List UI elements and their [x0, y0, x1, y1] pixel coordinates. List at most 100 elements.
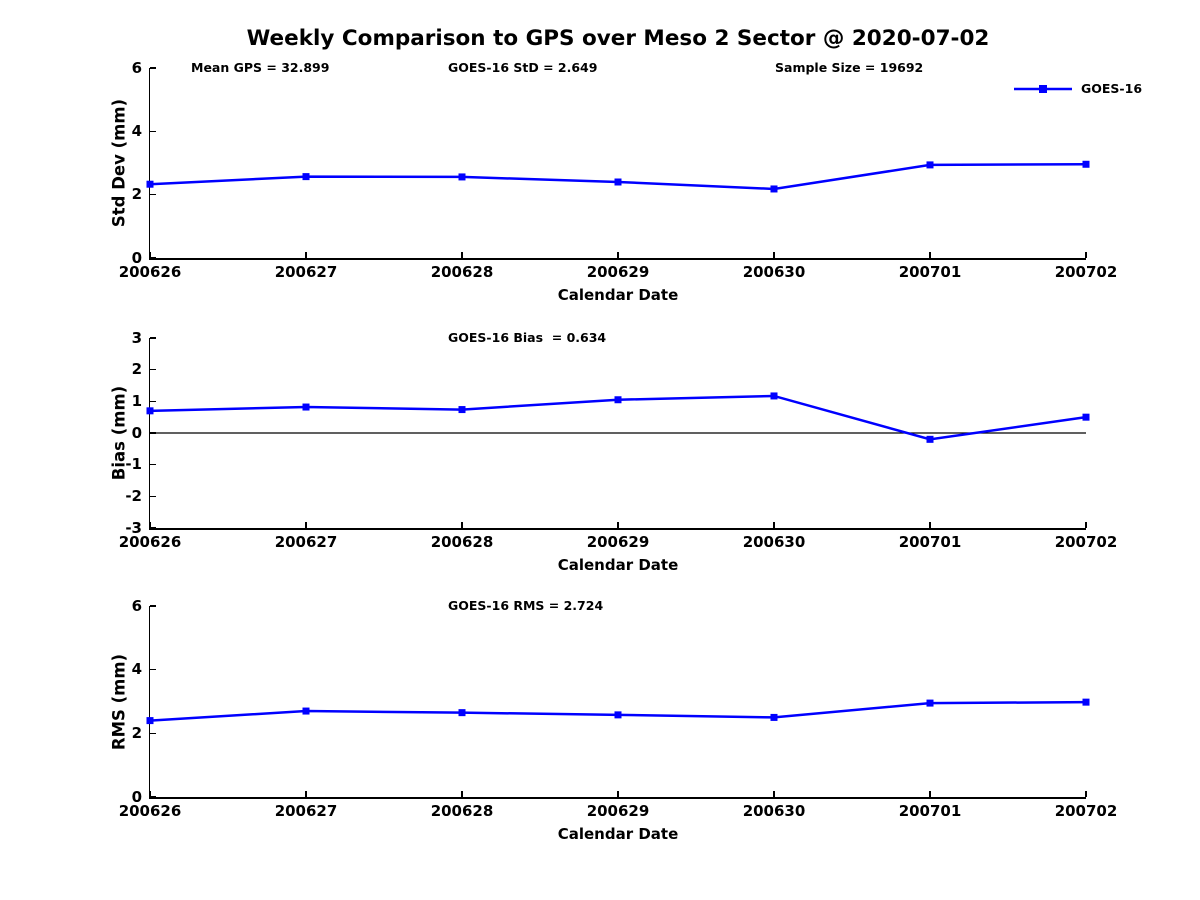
data-point-bias-200701 [926, 435, 934, 443]
y-tick-label-bias: -1 [125, 455, 142, 474]
data-point-bias-200629 [614, 396, 622, 404]
data-point-rms-200701 [926, 699, 934, 707]
x-tick-label-rms: 200702 [1054, 802, 1118, 820]
x-axis-title-rms: Calendar Date [557, 825, 679, 843]
x-tick-rms [929, 791, 931, 797]
y-axis-title-std-dev: Std Dev (mm) [109, 98, 129, 228]
x-tick-std-dev [461, 252, 463, 258]
x-tick-label-rms: 200626 [118, 802, 182, 820]
y-tick-rms [150, 732, 156, 735]
x-tick-label-std-dev: 200626 [118, 263, 182, 281]
x-tick-rms [1085, 791, 1087, 797]
x-tick-std-dev [773, 252, 775, 258]
y-tick-bias [150, 495, 156, 498]
x-tick-bias [1085, 522, 1087, 528]
y-tick-label-std-dev: 0 [131, 248, 142, 267]
data-point-bias-200630 [770, 392, 778, 400]
data-point-bias-200628 [458, 406, 466, 414]
data-point-bias-200702 [1082, 413, 1090, 421]
x-tick-label-bias: 200702 [1054, 533, 1118, 551]
x-tick-label-rms: 200701 [898, 802, 962, 820]
y-tick-rms [150, 796, 156, 798]
y-tick-std-dev [150, 130, 156, 133]
x-tick-label-bias: 200630 [742, 533, 806, 551]
y-tick-bias [150, 368, 156, 371]
x-tick-rms [773, 791, 775, 797]
plot-area-bias [146, 392, 1090, 443]
y-tick-label-rms: 4 [131, 660, 142, 679]
data-point-bias-200626 [146, 407, 154, 415]
x-tick-rms [305, 791, 307, 797]
y-axis-spine-rms [148, 606, 150, 797]
x-tick-label-std-dev: 200629 [586, 263, 650, 281]
plot-area-std-dev [146, 160, 1090, 193]
x-tick-label-rms: 200629 [586, 802, 650, 820]
y-tick-bias [150, 463, 156, 466]
x-tick-bias [617, 522, 619, 528]
y-tick-bias [150, 337, 156, 339]
data-point-std-dev-200627 [302, 173, 310, 181]
x-tick-rms [461, 791, 463, 797]
x-tick-bias [929, 522, 931, 528]
x-axis-spine-rms [148, 797, 1086, 799]
y-axis-title-bias: Bias (mm) [109, 385, 129, 481]
annotation-goes16-rms: GOES-16 RMS = 2.724 [448, 598, 604, 613]
y-axis-title-rms: RMS (mm) [109, 653, 129, 750]
x-tick-label-bias: 200626 [118, 533, 182, 551]
y-tick-label-bias: 0 [131, 423, 142, 442]
data-point-rms-200702 [1082, 698, 1090, 706]
x-tick-label-bias: 200629 [586, 533, 650, 551]
y-tick-label-bias: 3 [131, 328, 142, 347]
x-tick-std-dev [305, 252, 307, 258]
y-tick-std-dev [150, 193, 156, 196]
annotation-goes16-std: GOES-16 StD = 2.649 [448, 60, 598, 75]
x-axis-title-bias: Calendar Date [557, 556, 679, 574]
x-tick-std-dev [617, 252, 619, 258]
x-tick-std-dev [929, 252, 931, 258]
x-axis-title-std-dev: Calendar Date [557, 286, 679, 304]
y-tick-bias [150, 400, 156, 403]
legend-square-marker-icon [1039, 84, 1047, 93]
x-tick-std-dev [149, 252, 151, 258]
annotation-sample-size: Sample Size = 19692 [775, 60, 924, 75]
y-tick-label-bias: -2 [125, 486, 142, 505]
y-tick-std-dev [150, 257, 156, 259]
y-tick-label-bias: 2 [131, 360, 142, 379]
x-tick-bias [461, 522, 463, 528]
annotation-goes16-bias: GOES-16 Bias = 0.634 [448, 330, 607, 345]
x-tick-label-std-dev: 200630 [742, 263, 806, 281]
y-tick-label-rms: 6 [131, 596, 142, 615]
data-point-std-dev-200626 [146, 180, 154, 188]
data-point-std-dev-200701 [926, 161, 934, 169]
x-tick-rms [617, 791, 619, 797]
legend-label: GOES-16 [1081, 81, 1143, 96]
x-tick-label-std-dev: 200628 [430, 263, 494, 281]
x-tick-label-std-dev: 200627 [274, 263, 338, 281]
x-tick-label-std-dev: 200702 [1054, 263, 1118, 281]
x-tick-label-bias: 200628 [430, 533, 494, 551]
x-axis-spine-bias [148, 528, 1086, 530]
y-tick-label-std-dev: 6 [131, 58, 142, 77]
y-tick-bias [150, 527, 156, 529]
y-tick-label-bias: -3 [125, 518, 142, 537]
y-tick-label-std-dev: 4 [131, 121, 142, 140]
plot-area-rms [146, 698, 1090, 725]
data-point-rms-200628 [458, 709, 466, 717]
data-point-std-dev-200629 [614, 178, 622, 186]
y-axis-spine-bias [148, 338, 150, 528]
x-axis-spine-std-dev [148, 258, 1086, 260]
annotation-mean-gps: Mean GPS = 32.899 [191, 60, 330, 75]
x-tick-label-rms: 200630 [742, 802, 806, 820]
x-tick-label-std-dev: 200701 [898, 263, 962, 281]
x-tick-rms [149, 791, 151, 797]
data-point-rms-200630 [770, 713, 778, 721]
y-tick-std-dev [150, 67, 156, 69]
data-point-rms-200626 [146, 717, 154, 725]
x-tick-label-bias: 200701 [898, 533, 962, 551]
x-tick-bias [305, 522, 307, 528]
data-point-std-dev-200702 [1082, 160, 1090, 168]
data-point-rms-200627 [302, 707, 310, 715]
y-tick-label-rms: 0 [131, 787, 142, 806]
data-point-bias-200627 [302, 403, 310, 411]
